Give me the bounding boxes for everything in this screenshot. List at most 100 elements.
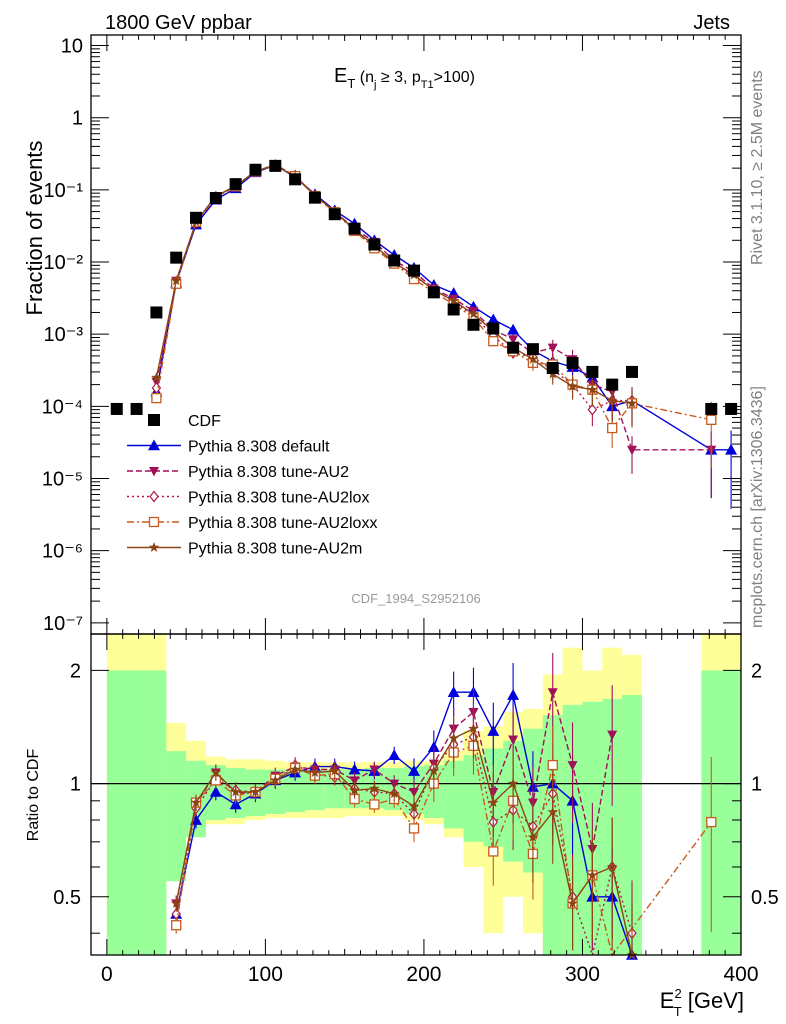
legend-label: Pythia 8.308 tune-AU2loxx [188, 515, 377, 532]
ratio-point [229, 798, 242, 810]
ratio-point [606, 861, 618, 872]
x-tick-label: 300 [565, 963, 600, 986]
ratio-point [607, 730, 618, 741]
ratio-point [428, 765, 440, 776]
cdf-point [308, 191, 321, 204]
cdf-point [507, 341, 520, 354]
cdf-point [408, 264, 421, 277]
cdf-point [388, 254, 401, 267]
ratio-point [408, 800, 420, 811]
ratio-y-tick-label-right: 0.5 [751, 887, 779, 909]
cdf-point [170, 251, 183, 264]
legend-label: Pythia 8.308 default [188, 439, 330, 456]
ratio-point [488, 797, 499, 808]
cdf-point [467, 318, 480, 331]
axes-layer: 0 100 200 300 400 10 1 10⁻¹ 10⁻² 10⁻³ 10⁻⁴ 10⁻⁵ 10⁻⁶… [42, 34, 779, 986]
main-point [627, 445, 638, 456]
main-y-tick-label: 10⁻² [44, 252, 84, 274]
cdf-point [328, 208, 341, 221]
main-point [151, 381, 162, 394]
cdf-point [705, 402, 718, 415]
ratio-layer [91, 653, 741, 960]
main-layer [110, 159, 738, 509]
main-y-tick-label: 10⁻³ [44, 324, 84, 346]
ratio-point [349, 784, 360, 795]
ratio-point [567, 761, 578, 771]
ratio-point [230, 786, 241, 797]
ratio-point [488, 846, 499, 857]
main-y-tick-label: 10⁻¹ [44, 180, 84, 202]
cdf-point [130, 402, 143, 415]
ratio-point [389, 779, 400, 789]
cdf-point [586, 365, 599, 378]
legend-label: Pythia 8.308 tune-AU2m [188, 541, 362, 558]
ratio-point [171, 920, 182, 931]
side-bottom: mcplots.cern.ch [arXiv:1306.3436] [749, 386, 766, 628]
legend-label: Pythia 8.308 tune-AU2lox [188, 490, 369, 507]
main-point [151, 392, 162, 404]
cdf-point [427, 286, 440, 299]
main-point [527, 353, 539, 364]
ratio-point [309, 767, 321, 777]
ratio-point [507, 689, 520, 700]
legend-marker [148, 439, 160, 451]
main-point [508, 335, 519, 345]
ratio-point [547, 688, 558, 698]
cdf-point [348, 222, 361, 235]
watermark: CDF_1994_S2952106 [351, 591, 480, 606]
ratio-y-tick-label: 0.5 [53, 887, 81, 909]
x-axis-label: E2 T [GeV] [660, 986, 744, 1019]
cdf-point [626, 365, 639, 378]
band-inner [146, 670, 167, 955]
cdf-point [289, 173, 302, 186]
ratio-point [289, 764, 301, 774]
ratio-frame [90, 633, 742, 956]
main-point [170, 275, 182, 286]
ratio-point [270, 774, 281, 785]
cdf-point [606, 378, 619, 391]
main-point [725, 443, 738, 455]
ratio-point [587, 869, 598, 880]
band-inner [443, 760, 464, 829]
main-point [488, 336, 499, 347]
ratio-point [507, 778, 519, 789]
cdf-point [110, 402, 123, 415]
band-inner [166, 751, 187, 882]
main-series-line [155, 164, 732, 451]
main-ylabel: Fraction of events [22, 141, 47, 316]
main-point [606, 395, 618, 406]
main-point [448, 295, 459, 306]
ratio-point [209, 785, 222, 797]
ratio-point [527, 831, 539, 842]
ratio-point [348, 763, 361, 775]
ratio-point [170, 897, 182, 908]
cdf-point [209, 192, 222, 205]
ratio-point [388, 788, 400, 799]
legend-label: Pythia 8.308 tune-AU2 [188, 464, 349, 481]
main-point [507, 323, 520, 335]
main-point [587, 384, 598, 395]
main-point [487, 313, 500, 325]
main-y-tick-label: 10 [61, 36, 83, 58]
main-point [151, 372, 162, 383]
cdf-point [269, 159, 282, 172]
x-tick-label: 400 [723, 963, 758, 986]
main-point [547, 343, 558, 354]
legend-marker [149, 490, 159, 503]
main-point [626, 397, 638, 408]
cdf-point [447, 303, 460, 316]
main-y-tick-label: 1 [72, 108, 83, 130]
main-point [567, 380, 578, 391]
side-top: Rivet 3.1.10, ≥ 2.5M events [749, 70, 766, 265]
ratio-point [250, 786, 261, 797]
cdf-point [546, 361, 559, 374]
ratio-point [468, 723, 479, 734]
ratio-point [567, 897, 578, 908]
main-y-tick-label: 10⁻⁵ [42, 469, 83, 491]
header-left: 1800 GeV ppbar [105, 12, 252, 34]
cdf-point [566, 356, 579, 369]
ratio-y-tick-label-right: 2 [751, 660, 762, 682]
band-inner [701, 670, 741, 955]
legend-marker [148, 414, 160, 426]
